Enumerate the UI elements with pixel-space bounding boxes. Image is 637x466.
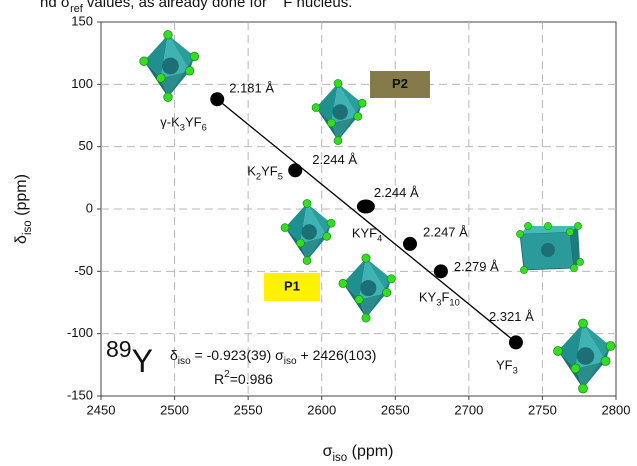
bond-label: 2.321 Å bbox=[489, 309, 534, 324]
box bbox=[264, 273, 320, 301]
x-axis-label-part: (ppm) bbox=[347, 443, 393, 460]
compound-label-part: 3 bbox=[180, 123, 185, 133]
r-squared-part: 2 bbox=[224, 369, 230, 380]
y-tick-label: 100 bbox=[71, 76, 93, 91]
point bbox=[403, 236, 417, 251]
fit-line bbox=[216, 98, 517, 343]
x-tick-label: 2750 bbox=[528, 402, 557, 417]
cut-off-text-part: ref bbox=[70, 3, 84, 15]
bond-label: 2.181 Å bbox=[229, 81, 274, 96]
compound-label-part: KY bbox=[419, 290, 437, 305]
compound-label: KYF4 bbox=[352, 226, 383, 244]
x-tick-label: 2600 bbox=[307, 402, 336, 417]
compound-label-part: 6 bbox=[202, 123, 207, 133]
compound-label-part: 2 bbox=[256, 172, 261, 182]
nucleus-label-part: Y bbox=[132, 343, 153, 379]
y-axis-label-part: iso bbox=[22, 220, 34, 235]
compound-label-part: KYF bbox=[352, 226, 377, 241]
compound-label: KY3F10 bbox=[419, 290, 460, 308]
x-axis-label-part: iso bbox=[332, 452, 347, 464]
compound-label-part: 3 bbox=[436, 298, 441, 308]
x-tick-label: 2800 bbox=[602, 402, 631, 417]
y-axis-label: δiso (ppm) bbox=[13, 174, 34, 244]
point bbox=[508, 335, 523, 350]
bond-label: 2.244 Å bbox=[312, 152, 357, 167]
point bbox=[210, 92, 225, 107]
compound-label-part: YF bbox=[496, 358, 513, 373]
box-label: P1 bbox=[284, 278, 300, 293]
nucleus-label: 89Y bbox=[106, 336, 153, 379]
box-label: P2 bbox=[392, 76, 408, 91]
x-tick-label: 2550 bbox=[234, 402, 263, 417]
compound-label: γ-K3YF6 bbox=[160, 115, 207, 133]
x-tick-label: 2650 bbox=[381, 402, 410, 417]
compound-label-part: 10 bbox=[449, 298, 459, 308]
equation-part: iso bbox=[178, 356, 191, 367]
equation-part: iso bbox=[284, 356, 297, 367]
compound-label-part: 5 bbox=[278, 172, 283, 182]
y-tick-label: -150 bbox=[67, 387, 93, 402]
cut-off-text: nd σref values, as already done for 19F … bbox=[40, 0, 352, 15]
cut-off-text-part: nd σ bbox=[40, 0, 71, 11]
box bbox=[370, 71, 430, 98]
x-tick-label: 2700 bbox=[454, 402, 483, 417]
compound-label-part: K bbox=[247, 164, 256, 179]
cut-off-text-part: values, as already done for bbox=[83, 0, 271, 11]
equation: δiso = -0.923(39) σiso + 2426(103) bbox=[170, 347, 376, 367]
y-tick-label: 0 bbox=[86, 200, 93, 215]
compound-label-part: F bbox=[441, 290, 449, 305]
y-tick-label: 150 bbox=[71, 13, 93, 28]
bond-label: 2.247 Å bbox=[423, 224, 468, 239]
r-squared-part: =0.986 bbox=[230, 371, 273, 387]
nucleus-label-part: 89 bbox=[106, 336, 132, 362]
point bbox=[433, 264, 448, 279]
r-squared-part: R bbox=[214, 371, 224, 387]
compound-label-part: YF bbox=[185, 115, 202, 130]
x-tick-label: 2500 bbox=[160, 402, 189, 417]
equation-part: + 2426(103) bbox=[297, 347, 377, 363]
r-squared: R2=0.986 bbox=[214, 369, 273, 387]
equation-part: δ bbox=[170, 347, 178, 363]
y-axis-label-part: δ bbox=[13, 235, 30, 244]
y-tick-label: -50 bbox=[74, 263, 93, 278]
point bbox=[356, 199, 375, 214]
compound-label: K2YF5 bbox=[247, 164, 283, 182]
compound-label: YF3 bbox=[496, 358, 518, 376]
y-tick-label: 50 bbox=[79, 138, 93, 153]
compound-label-part: 3 bbox=[513, 366, 518, 376]
compound-label-part: γ-K bbox=[160, 115, 180, 130]
cut-off-text-part: 19 bbox=[271, 0, 283, 3]
bond-label: 2.279 Å bbox=[454, 259, 499, 274]
x-tick-label: 2450 bbox=[87, 402, 116, 417]
x-axis-label-part: σ bbox=[323, 443, 333, 460]
x-axis-label: σiso (ppm) bbox=[323, 443, 394, 464]
y-tick-label: -100 bbox=[67, 325, 93, 340]
compound-label-part: 4 bbox=[377, 234, 382, 244]
bond-label: 2.244 Å bbox=[374, 185, 419, 200]
equation-part: = -0.923(39) σ bbox=[191, 347, 284, 363]
y-axis-label-part: (ppm) bbox=[13, 174, 30, 220]
cut-off-text-part: F nucleus. bbox=[283, 0, 352, 11]
compound-label-part: YF bbox=[261, 164, 278, 179]
point bbox=[288, 163, 303, 178]
